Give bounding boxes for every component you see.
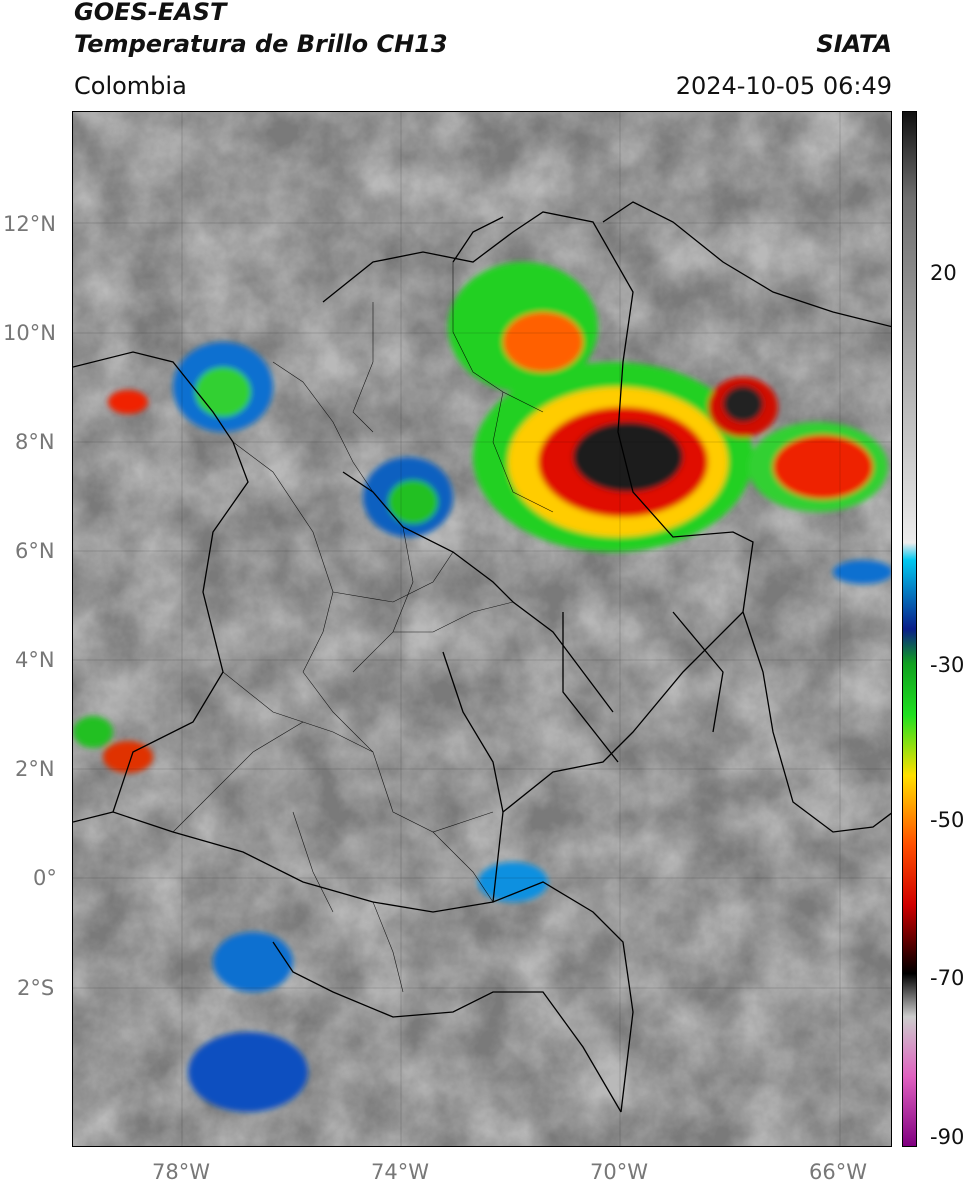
country-borders — [73, 201, 891, 1113]
satellite-map — [72, 111, 892, 1147]
colorbar-tick-minus90: -90 — [930, 1125, 965, 1149]
storm-cells — [73, 262, 891, 1112]
department-borders — [172, 262, 554, 993]
grid-lines — [73, 112, 891, 1146]
title-line-2: Temperatura de Brillo CH13 — [74, 30, 448, 58]
datetime-label: 2024-10-05 06:49 — [675, 72, 892, 100]
colorbar-tick-minus50: -50 — [930, 808, 965, 832]
region-label: Colombia — [74, 72, 187, 100]
lat-label-2n: 2°N — [15, 757, 55, 781]
lat-label-10n: 10°N — [3, 321, 56, 345]
lat-label-2s: 2°S — [17, 976, 55, 1000]
lat-label-0: 0° — [33, 866, 57, 890]
colorbar-tick-minus70: -70 — [930, 966, 965, 990]
lat-label-4n: 4°N — [15, 648, 55, 672]
lon-label-66w: 66°W — [809, 1160, 867, 1184]
title-line-1: GOES-EAST — [74, 0, 227, 26]
lat-label-6n: 6°N — [15, 539, 55, 563]
colorbar-tick-20: 20 — [930, 261, 957, 285]
lon-label-74w: 74°W — [371, 1160, 429, 1184]
colorbar-gradient — [903, 112, 916, 1146]
lat-label-8n: 8°N — [15, 430, 55, 454]
lat-label-12n: 12°N — [3, 212, 56, 236]
source-label: SIATA — [816, 30, 892, 58]
colorbar-tick-minus30: -30 — [930, 653, 965, 677]
colorbar — [902, 111, 917, 1147]
lon-label-70w: 70°W — [590, 1160, 648, 1184]
lon-label-78w: 78°W — [152, 1160, 210, 1184]
